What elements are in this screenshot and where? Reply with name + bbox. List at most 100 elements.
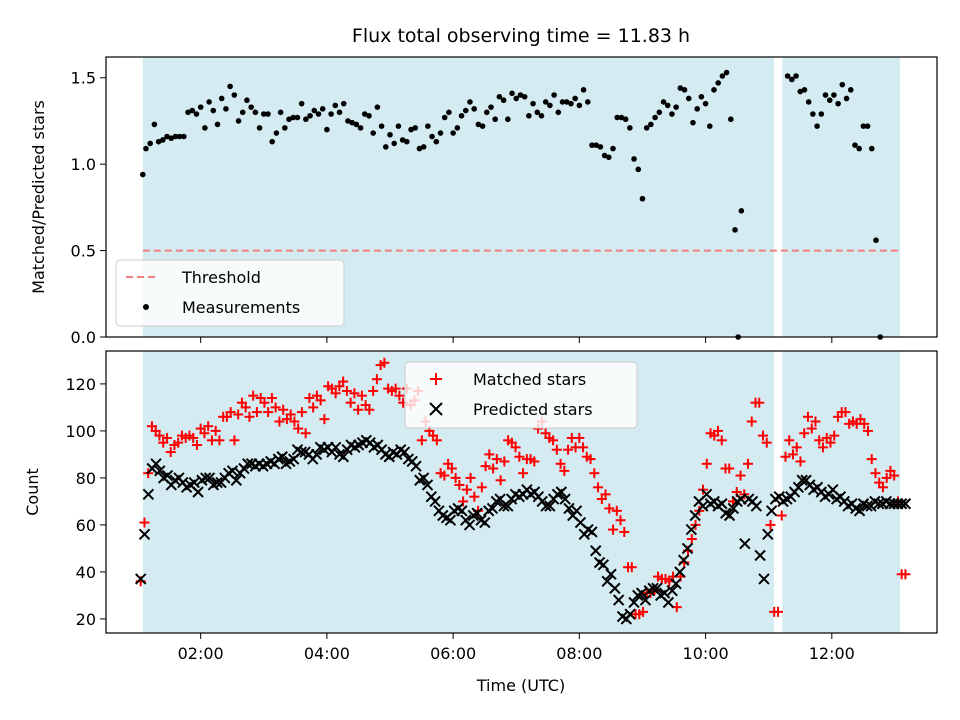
measurement-point-6 xyxy=(164,133,170,140)
predicted-star-point-86 xyxy=(463,519,476,531)
matched-star-point-91 xyxy=(476,482,487,493)
threshold-legend-label: Threshold xyxy=(181,268,261,287)
measurement-point-105 xyxy=(580,87,587,93)
measurement-point-133 xyxy=(698,93,705,100)
predicted-star-point-154 xyxy=(723,509,736,522)
measurement-point-62 xyxy=(399,137,406,143)
measurement-point-91 xyxy=(521,93,528,100)
bottom-panel: 20 40 60 80 100 120 02:00 04:00 06:00 08:00 10:00… xyxy=(23,350,938,695)
matched-star-point-102 xyxy=(518,468,529,479)
bottom-y-tick-label-4: 100 xyxy=(65,422,96,441)
measurement-point-120 xyxy=(643,125,650,131)
matched-star-point-48 xyxy=(315,395,326,406)
measurement-point-151 xyxy=(814,123,820,129)
predicted-star-point-53 xyxy=(337,451,350,463)
matched-star-point-198 xyxy=(877,482,888,493)
matched-star-point-181 xyxy=(814,435,825,446)
matched-star-point-96 xyxy=(495,475,506,486)
matched-star-point-147 xyxy=(686,534,697,544)
predicted-star-point-96 xyxy=(502,500,514,512)
measurement-point-87 xyxy=(505,116,511,123)
measurement-point-32 xyxy=(273,130,280,136)
matched-star-point-75 xyxy=(416,435,427,446)
matched-star-point-69 xyxy=(394,390,405,401)
measurement-point-157 xyxy=(839,81,846,88)
matched-star-point-167 xyxy=(761,437,772,448)
measurement-point-102 xyxy=(568,100,574,107)
measurement-point-96 xyxy=(542,99,549,105)
matched-star-point-173 xyxy=(784,435,795,446)
top-y-tick-label-2: 1.0 xyxy=(71,155,96,174)
measurement-point-141 xyxy=(732,227,738,233)
matched-star-point-56 xyxy=(345,397,356,408)
measurement-point-79 xyxy=(471,106,477,112)
measurement-points xyxy=(140,69,883,340)
measurement-point-33 xyxy=(277,109,284,116)
measurement-point-8 xyxy=(172,133,179,140)
measurement-point-124 xyxy=(660,99,667,105)
measurement-point-5 xyxy=(160,137,166,143)
predicted-star-point-155 xyxy=(727,502,740,515)
measurement-point-37 xyxy=(294,114,301,121)
measurement-point-50 xyxy=(349,119,355,126)
predicted-star-point-110 xyxy=(555,486,568,498)
matched-star-point-185 xyxy=(829,430,840,441)
measurement-point-16 xyxy=(206,99,212,105)
measurement-point-106 xyxy=(584,99,591,105)
measurement-point-63 xyxy=(404,138,410,145)
measurement-point-61 xyxy=(395,123,402,129)
matched-star-point-63 xyxy=(371,374,382,385)
matched-star-point-17 xyxy=(199,428,210,439)
measurement-point-48 xyxy=(340,100,347,107)
matched-star-point-184 xyxy=(825,437,836,448)
matched-star-point-176 xyxy=(795,456,806,467)
predicted-star-point-135 xyxy=(651,582,663,595)
matched-star-point-134 xyxy=(638,606,649,617)
matched-star-point-26 xyxy=(233,409,244,420)
predicted-star-point-128 xyxy=(624,608,636,620)
predicted-star-point-4 xyxy=(150,458,162,470)
measurement-point-130 xyxy=(685,95,692,102)
measurement-point-143 xyxy=(738,208,745,214)
predicted-star-point-121 xyxy=(597,559,610,571)
matched-star-point-18 xyxy=(203,421,214,432)
predicted-star-point-161 xyxy=(750,500,763,512)
measurement-point-49 xyxy=(345,118,351,124)
measurement-point-136 xyxy=(711,87,717,93)
predicted-star-point-20 xyxy=(211,476,223,489)
matched-star-point-174 xyxy=(787,449,798,460)
matched-star-point-177 xyxy=(799,428,810,439)
measurement-point-56 xyxy=(374,104,381,110)
matched-star-point-57 xyxy=(349,388,360,399)
measurement-point-104 xyxy=(576,102,583,109)
measurement-point-4 xyxy=(155,138,162,145)
measurement-point-103 xyxy=(572,95,578,102)
measurement-point-148 xyxy=(801,87,808,93)
measurement-point-117 xyxy=(631,156,637,162)
predicted-star-point-190 xyxy=(861,500,873,512)
matched-star-point-65 xyxy=(379,357,390,368)
measurement-point-70 xyxy=(433,138,440,145)
measurement-point-155 xyxy=(831,92,837,98)
measurement-point-109 xyxy=(597,144,604,150)
predicted-star-point-81 xyxy=(444,514,457,526)
measurement-point-158 xyxy=(843,95,850,102)
measurement-point-165 xyxy=(873,237,879,244)
measurement-point-115 xyxy=(622,116,629,123)
predicted-star-point-118 xyxy=(586,526,598,538)
measurement-point-21 xyxy=(227,83,233,90)
measurement-point-118 xyxy=(635,166,642,173)
matched-star-point-113 xyxy=(559,465,570,476)
measurement-point-99 xyxy=(555,109,562,116)
measurement-point-78 xyxy=(467,99,473,105)
predicted-star-point-46 xyxy=(310,448,323,461)
measurement-point-81 xyxy=(479,123,486,129)
matched-star-point-25 xyxy=(229,435,240,446)
predicted-star-point-111 xyxy=(559,493,571,505)
measurement-point-92 xyxy=(526,112,532,119)
matched-star-point-30 xyxy=(248,390,259,401)
measurement-point-17 xyxy=(210,107,217,114)
matched-star-point-62 xyxy=(368,385,379,396)
bottom-x-tick-label-1: 04:00 xyxy=(304,644,350,663)
